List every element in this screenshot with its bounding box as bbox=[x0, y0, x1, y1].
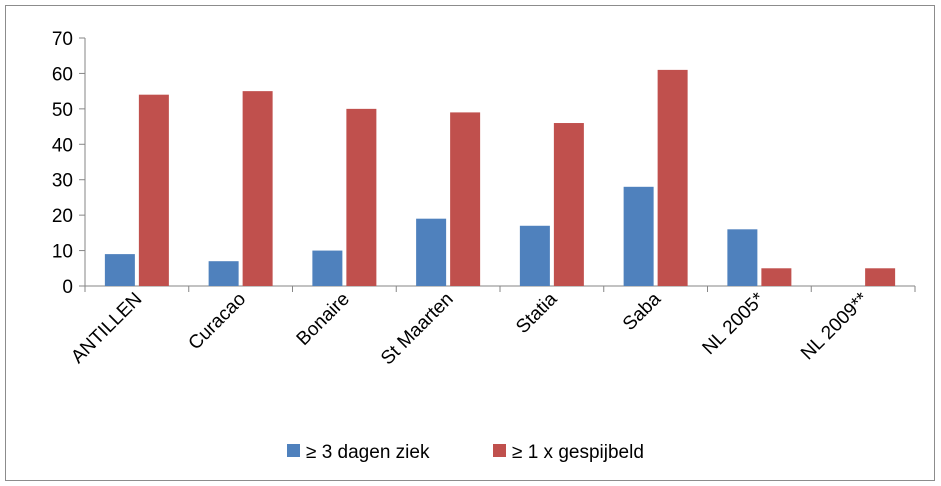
bar-1-2 bbox=[346, 108, 377, 286]
bar-1-7 bbox=[865, 268, 896, 286]
bar-1-1 bbox=[242, 91, 273, 287]
y-tick-label: 20 bbox=[52, 206, 73, 227]
x-category-label: Saba bbox=[619, 288, 666, 335]
legend-label-1: ≥ 1 x gespijbeld bbox=[512, 442, 644, 463]
bar-1-4 bbox=[553, 123, 584, 287]
bar-0-3 bbox=[416, 218, 447, 286]
y-tick-label: 60 bbox=[52, 64, 73, 85]
x-category-label: Statia bbox=[512, 288, 562, 338]
bar-0-4 bbox=[519, 225, 550, 286]
bar-1-0 bbox=[138, 94, 169, 286]
bar-1-6 bbox=[761, 268, 792, 286]
y-tick-label: 30 bbox=[52, 171, 73, 192]
y-tick-label: 70 bbox=[52, 29, 73, 50]
bar-1-5 bbox=[657, 69, 688, 286]
x-category-labels: ANTILLEN Curacao Bonaire St Maarten Statia Sa… bbox=[67, 288, 873, 369]
bar-0-2 bbox=[312, 250, 343, 286]
x-category-label: NL 2009** bbox=[797, 288, 873, 364]
x-category-label: Curacao bbox=[185, 289, 251, 355]
y-tick-label: 10 bbox=[52, 242, 73, 263]
y-tick-labels: 0 10 20 30 40 50 60 70 bbox=[52, 29, 73, 298]
x-category-label: NL 2005* bbox=[699, 288, 770, 359]
legend: ≥ 3 dagen ziek ≥ 1 x gespijbeld bbox=[287, 442, 644, 463]
bar-0-1 bbox=[208, 261, 239, 286]
x-category-label: St Maarten bbox=[377, 289, 458, 370]
x-category-label: ANTILLEN bbox=[67, 289, 146, 368]
legend-label-0: ≥ 3 dagen ziek bbox=[306, 442, 430, 463]
x-category-label: Bonaire bbox=[293, 289, 354, 350]
bars bbox=[104, 69, 896, 287]
y-tick-label: 50 bbox=[52, 100, 73, 121]
bar-0-6 bbox=[727, 229, 758, 286]
bar-0-0 bbox=[104, 254, 135, 286]
axes bbox=[79, 37, 916, 292]
bar-0-5 bbox=[623, 186, 654, 286]
bar-1-3 bbox=[450, 112, 481, 287]
legend-swatch-1 bbox=[493, 444, 506, 457]
legend-swatch-0 bbox=[287, 444, 300, 457]
y-tick-label: 40 bbox=[52, 135, 73, 156]
y-tick-label: 0 bbox=[62, 277, 73, 298]
